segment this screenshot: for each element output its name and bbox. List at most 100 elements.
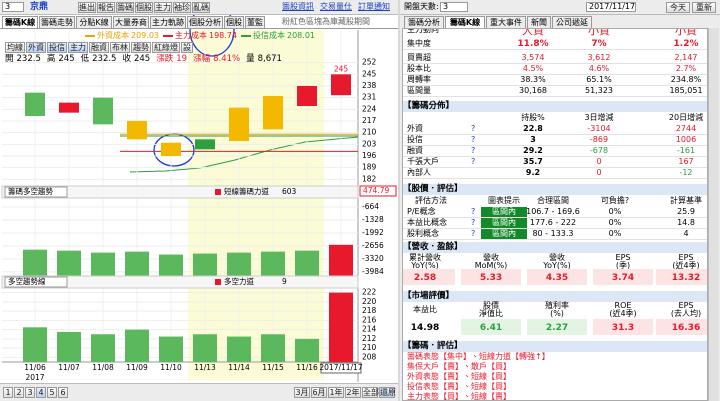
stock-select[interactable]: 3 [2,2,24,12]
row-label: 千張大戶 [407,157,439,166]
help-icon[interactable]: ? [471,218,476,227]
range-button[interactable]: 還原 [379,387,396,398]
summary-head: 大買 [522,28,544,37]
bar [193,334,217,362]
page-button[interactable]: 4 [36,387,46,398]
y-tick-label: -664 [362,202,379,211]
metric-value: 4.35 [545,273,569,283]
info-tab[interactable]: 重大事件 [486,16,526,28]
toolbar-button[interactable]: 今天 [666,2,690,13]
bar [57,331,81,362]
tool-button[interactable]: 亂碼 [192,2,210,13]
help-icon[interactable]: ? [471,146,476,155]
indicator-button[interactable]: 設 [181,42,193,53]
info-tab[interactable]: 籌碼分析 [404,16,444,28]
value-cell [593,319,653,335]
y-tick-label: 217 [362,116,377,125]
indicator-button[interactable]: 趨勢 [131,42,151,53]
indicator-button[interactable]: 紅綠燈 [152,42,180,53]
column-head: 殖利率 [545,301,569,310]
tool-button[interactable]: 主力 [154,2,172,13]
range-button[interactable]: 6月 [311,387,327,398]
indicator-button[interactable]: 融資 [89,42,109,53]
range-button[interactable]: 1年 [328,387,344,398]
info-tab[interactable]: 籌碼K線 [445,16,485,28]
indicator-button[interactable]: 投信 [47,42,67,53]
indicator-button[interactable]: 主力 [68,42,88,53]
y-tick-label: 238 [362,81,377,90]
range-button[interactable]: 全部 [362,387,379,398]
page-button[interactable]: 2 [14,387,24,398]
page-button[interactable]: 6 [58,387,68,398]
panel-select [4,186,68,198]
y-tick-label: 214 [362,325,377,334]
chart-tab[interactable]: 個股分析 [187,16,223,28]
days-label: 開盤天數: [404,2,439,11]
y-tick-label: 252 [362,58,377,67]
y-tick-label: 203 [362,139,377,148]
toolbar-button[interactable]: 重新 [692,2,716,13]
indicator-button[interactable]: 均線 [5,42,25,53]
panel-header [1,275,359,289]
row-divider [403,217,707,218]
chart-tab[interactable]: 大量券商 [113,16,149,28]
assessment-line: 主力表態【買】、短線【賣】 [407,392,511,401]
quote-label: 開 [5,54,14,64]
top-link[interactable]: 交易量仕 [320,2,352,11]
tool-button[interactable]: 籌碼 [116,2,134,13]
scrollbar[interactable] [708,28,719,401]
valuation-value: 177.6 - 222 [529,218,577,227]
indicator-button[interactable]: 布林 [110,42,130,53]
summary-label: 主力動向 [407,28,439,34]
top-link[interactable]: 籌股資訊 [282,2,314,11]
highlight-period [188,30,324,380]
distribution-value: 22.8 [523,124,543,133]
bar [23,327,47,362]
bar [125,251,149,276]
tool-button[interactable]: 袖珍 [173,2,191,13]
chart-tab[interactable]: 籌碼K線 [2,16,38,28]
quote-label: 收 [122,54,131,64]
section-title: 【籌碼．評估】 [403,341,707,352]
chart-tab[interactable]: 主力軌跡 [150,16,186,28]
column-head: ROE [614,301,632,310]
tool-button[interactable]: 進出 [78,2,96,13]
chart-tab[interactable]: 個股 [224,16,244,28]
range-button[interactable]: 3月 [294,387,310,398]
distribution-value: -3104 [587,124,611,133]
days-select[interactable]: 3 [440,2,468,12]
bar [125,329,149,362]
range-button[interactable]: 2年 [345,387,361,398]
y-tick-label: 245 [362,69,377,78]
row-label: 股利概念 [407,229,439,238]
help-icon[interactable]: ? [471,207,476,216]
info-tab[interactable]: 公司遞延 [552,16,592,28]
help-icon[interactable]: ? [471,229,476,238]
distribution-value: -869 [589,135,609,144]
page-button[interactable]: 3 [25,387,35,398]
top-link[interactable]: 訂單通知 [358,2,390,11]
summary-head: 小買 [588,28,610,37]
y-tick-label: 210 [362,343,377,352]
row-divider [403,228,707,229]
y-tick-label: 210 [362,128,377,137]
help-icon[interactable]: ? [471,157,476,166]
bar [23,249,47,276]
info-tab[interactable]: 新聞 [527,16,551,28]
quote-value: 19 [176,54,188,64]
tool-button[interactable]: 個股 [135,2,153,13]
x-tick-label: 11/13 [194,363,216,372]
help-icon[interactable]: ? [471,124,476,133]
tool-button[interactable]: 報告 [97,2,115,13]
chart-tab[interactable]: 分點K線 [76,16,112,28]
page-button[interactable]: 1 [3,387,13,398]
page-button[interactable]: 5 [47,387,57,398]
chart-tab[interactable]: 籌碼走勢 [39,16,75,28]
date-input[interactable]: 2017/11/17 [586,2,636,12]
indicator-button[interactable]: 外資 [26,42,46,53]
summary-value: 30,168 [519,86,547,95]
section-title: 【籌碼分佈】 [403,101,707,112]
summary-value: 4.6% [588,64,610,73]
chart-tab[interactable]: 董監 [245,16,265,28]
help-icon[interactable]: ? [471,135,476,144]
